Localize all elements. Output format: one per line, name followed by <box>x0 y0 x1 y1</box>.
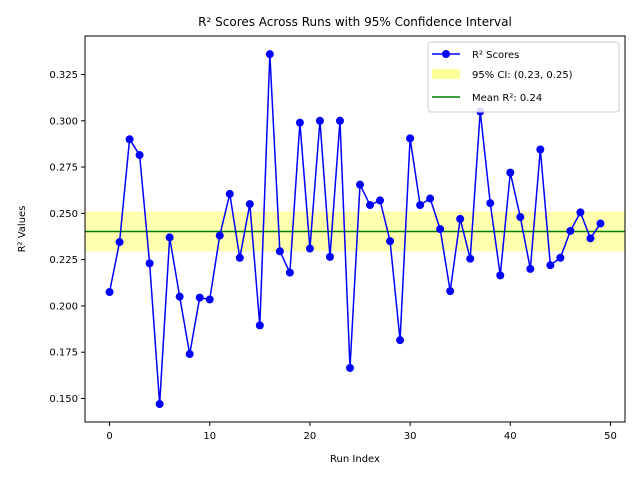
y-axis-label: R² Values <box>17 206 28 253</box>
data-point <box>446 287 455 296</box>
x-tick-label: 50 <box>604 431 617 442</box>
y-tick-label: 0.200 <box>49 301 78 312</box>
legend-series-marker <box>442 50 450 58</box>
data-point <box>376 196 385 205</box>
legend-series-label: R² Scores <box>472 50 519 61</box>
data-point <box>496 271 505 280</box>
legend: R² Scores 95% CI: (0.23, 0.25) Mean R²: … <box>427 41 620 113</box>
chart-title: R² Scores Across Runs with 95% Confidenc… <box>198 15 512 29</box>
data-point <box>526 264 535 273</box>
axes-frame <box>84 35 626 423</box>
data-point <box>125 135 134 144</box>
data-point <box>155 400 164 409</box>
series-line <box>108 54 602 405</box>
data-point <box>145 259 154 268</box>
x-axis: 0 10 20 30 40 50 <box>106 422 617 442</box>
data-point <box>516 213 525 222</box>
data-point <box>576 208 585 217</box>
data-point <box>195 293 204 302</box>
data-point <box>596 219 605 228</box>
data-point <box>345 363 354 372</box>
data-point <box>245 200 254 209</box>
data-point <box>115 238 124 247</box>
data-point <box>486 199 495 208</box>
y-tick-label: 0.225 <box>49 255 78 266</box>
data-point <box>456 214 465 223</box>
data-point <box>295 118 304 127</box>
data-point <box>556 253 565 262</box>
data-point <box>466 254 475 263</box>
y-tick-label: 0.250 <box>49 209 78 220</box>
y-tick-label: 0.175 <box>49 348 78 359</box>
x-tick-label: 40 <box>504 431 517 442</box>
data-point <box>205 295 214 304</box>
legend-band-label: 95% CI: (0.23, 0.25) <box>472 70 573 81</box>
data-point <box>586 234 595 243</box>
data-point <box>386 237 395 246</box>
data-point <box>235 253 244 262</box>
legend-box <box>427 41 620 113</box>
y-tick-label: 0.300 <box>49 116 78 127</box>
data-point <box>255 321 264 330</box>
data-point <box>406 134 415 143</box>
data-point <box>135 151 144 160</box>
data-point <box>225 189 234 198</box>
data-point <box>285 268 294 277</box>
x-tick-label: 10 <box>203 431 216 442</box>
data-point <box>356 180 365 189</box>
data-point <box>506 168 515 177</box>
data-point <box>325 252 334 261</box>
data-point <box>105 288 114 297</box>
data-point <box>536 145 545 154</box>
data-point <box>175 292 184 301</box>
data-point <box>335 116 344 125</box>
data-point <box>426 194 435 203</box>
data-point <box>436 225 445 234</box>
x-tick-label: 0 <box>106 431 112 442</box>
data-point <box>546 261 555 270</box>
data-point <box>396 336 405 345</box>
data-point <box>366 201 375 210</box>
data-point <box>275 247 284 256</box>
data-point <box>315 116 324 125</box>
y-tick-label: 0.325 <box>49 70 78 81</box>
x-tick-label: 30 <box>404 431 417 442</box>
legend-mean-label: Mean R²: 0.24 <box>472 93 542 104</box>
data-point <box>215 231 224 240</box>
y-axis: 0.150 0.175 0.200 0.225 0.250 0.275 0.300 0.325 <box>49 70 85 405</box>
data-point <box>265 50 274 59</box>
plot-area <box>85 50 625 409</box>
data-point <box>566 226 575 235</box>
x-tick-label: 20 <box>304 431 317 442</box>
data-point <box>416 201 425 210</box>
x-axis-label: Run Index <box>330 454 380 465</box>
y-tick-label: 0.275 <box>49 163 78 174</box>
data-point <box>305 244 314 253</box>
y-tick-label: 0.150 <box>49 394 78 405</box>
data-point <box>185 350 194 359</box>
data-point <box>165 233 174 242</box>
legend-band-swatch <box>432 69 460 79</box>
